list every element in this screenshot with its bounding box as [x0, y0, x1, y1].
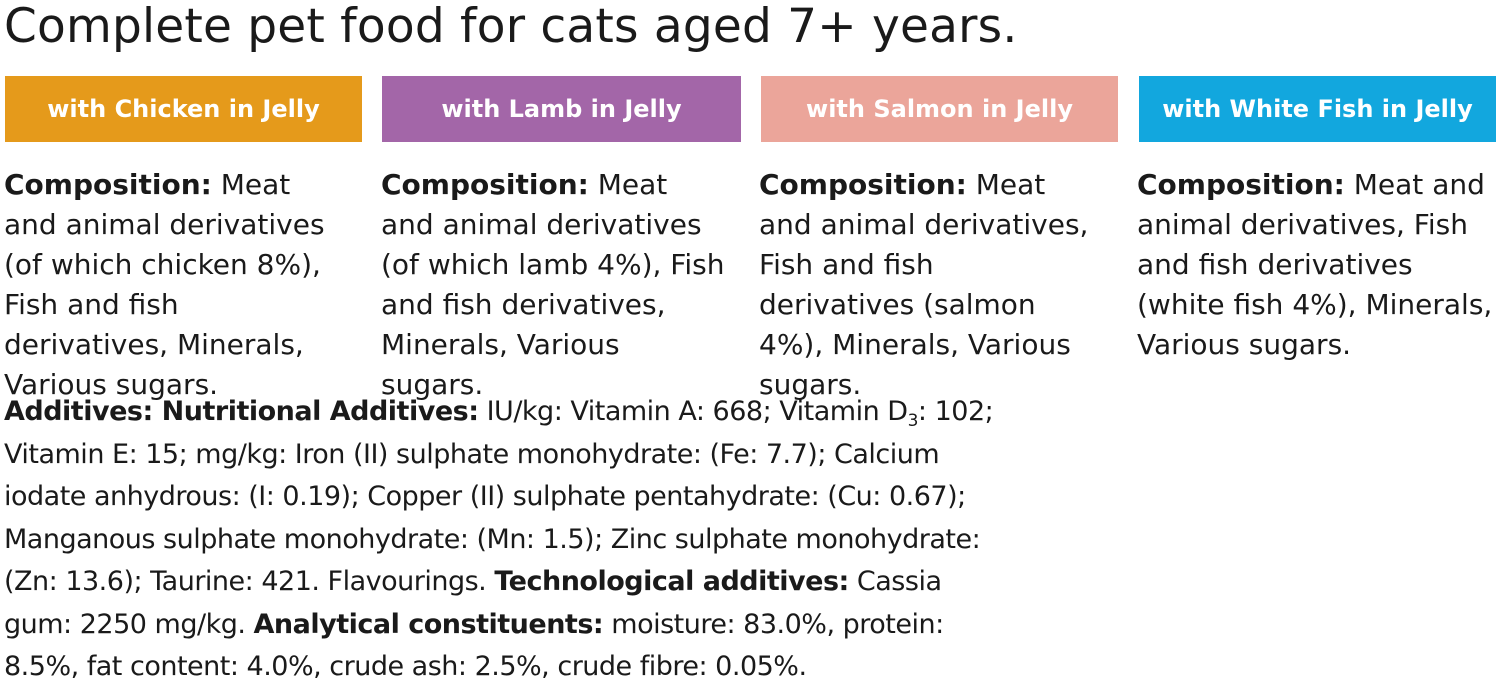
composition-heading: Composition:: [1137, 168, 1345, 201]
variant-label-salmon: with Salmon in Jelly: [761, 76, 1118, 142]
additives-text: IU/kg: Vitamin A: 668; Vitamin D: [486, 396, 908, 427]
variant-label-text: with Lamb in Jelly: [441, 95, 682, 123]
composition-whitefish: Composition: Meat and animal derivatives…: [1137, 165, 1495, 365]
composition-heading: Composition:: [381, 168, 589, 201]
technological-additives-heading: Technological additives:: [494, 566, 849, 597]
composition-text: Meat and animal derivatives (of which ch…: [4, 168, 325, 401]
technological-additives-text: Cassia gum: 2250 mg/kg.: [4, 566, 942, 640]
composition-salmon: Composition: Meat and animal derivatives…: [759, 165, 1089, 405]
composition-chicken: Composition: Meat and animal derivatives…: [4, 165, 344, 405]
composition-heading: Composition:: [4, 168, 212, 201]
variant-label-lamb: with Lamb in Jelly: [382, 76, 741, 142]
variant-label-whitefish: with White Fish in Jelly: [1139, 76, 1496, 142]
variant-label-text: with Salmon in Jelly: [806, 95, 1073, 123]
additives-paragraph: Additives: Nutritional Additives: IU/kg:…: [4, 391, 1004, 689]
subscript-three: 3: [907, 411, 919, 431]
variant-label-text: with White Fish in Jelly: [1162, 95, 1473, 123]
analytical-constituents-text: moisture: 83.0%, protein: 8.5%, fat cont…: [4, 608, 944, 683]
additives-heading: Additives: Nutritional Additives:: [4, 396, 479, 427]
composition-text: Meat and animal derivatives (of which la…: [381, 168, 725, 401]
composition-heading: Composition:: [759, 168, 967, 201]
page-title: Complete pet food for cats aged 7+ years…: [4, 0, 1018, 54]
composition-text: Meat and animal derivatives, Fish and fi…: [759, 168, 1089, 401]
composition-lamb: Composition: Meat and animal derivatives…: [381, 165, 726, 405]
analytical-constituents-heading: Analytical constituents:: [253, 608, 604, 640]
variant-label-chicken: with Chicken in Jelly: [5, 76, 362, 142]
composition-text: Meat and animal derivatives, Fish and fi…: [1137, 168, 1493, 361]
additives-text: : 102; Vitamin E: 15; mg/kg: Iron (II) s…: [4, 396, 994, 597]
variant-label-text: with Chicken in Jelly: [47, 95, 320, 123]
